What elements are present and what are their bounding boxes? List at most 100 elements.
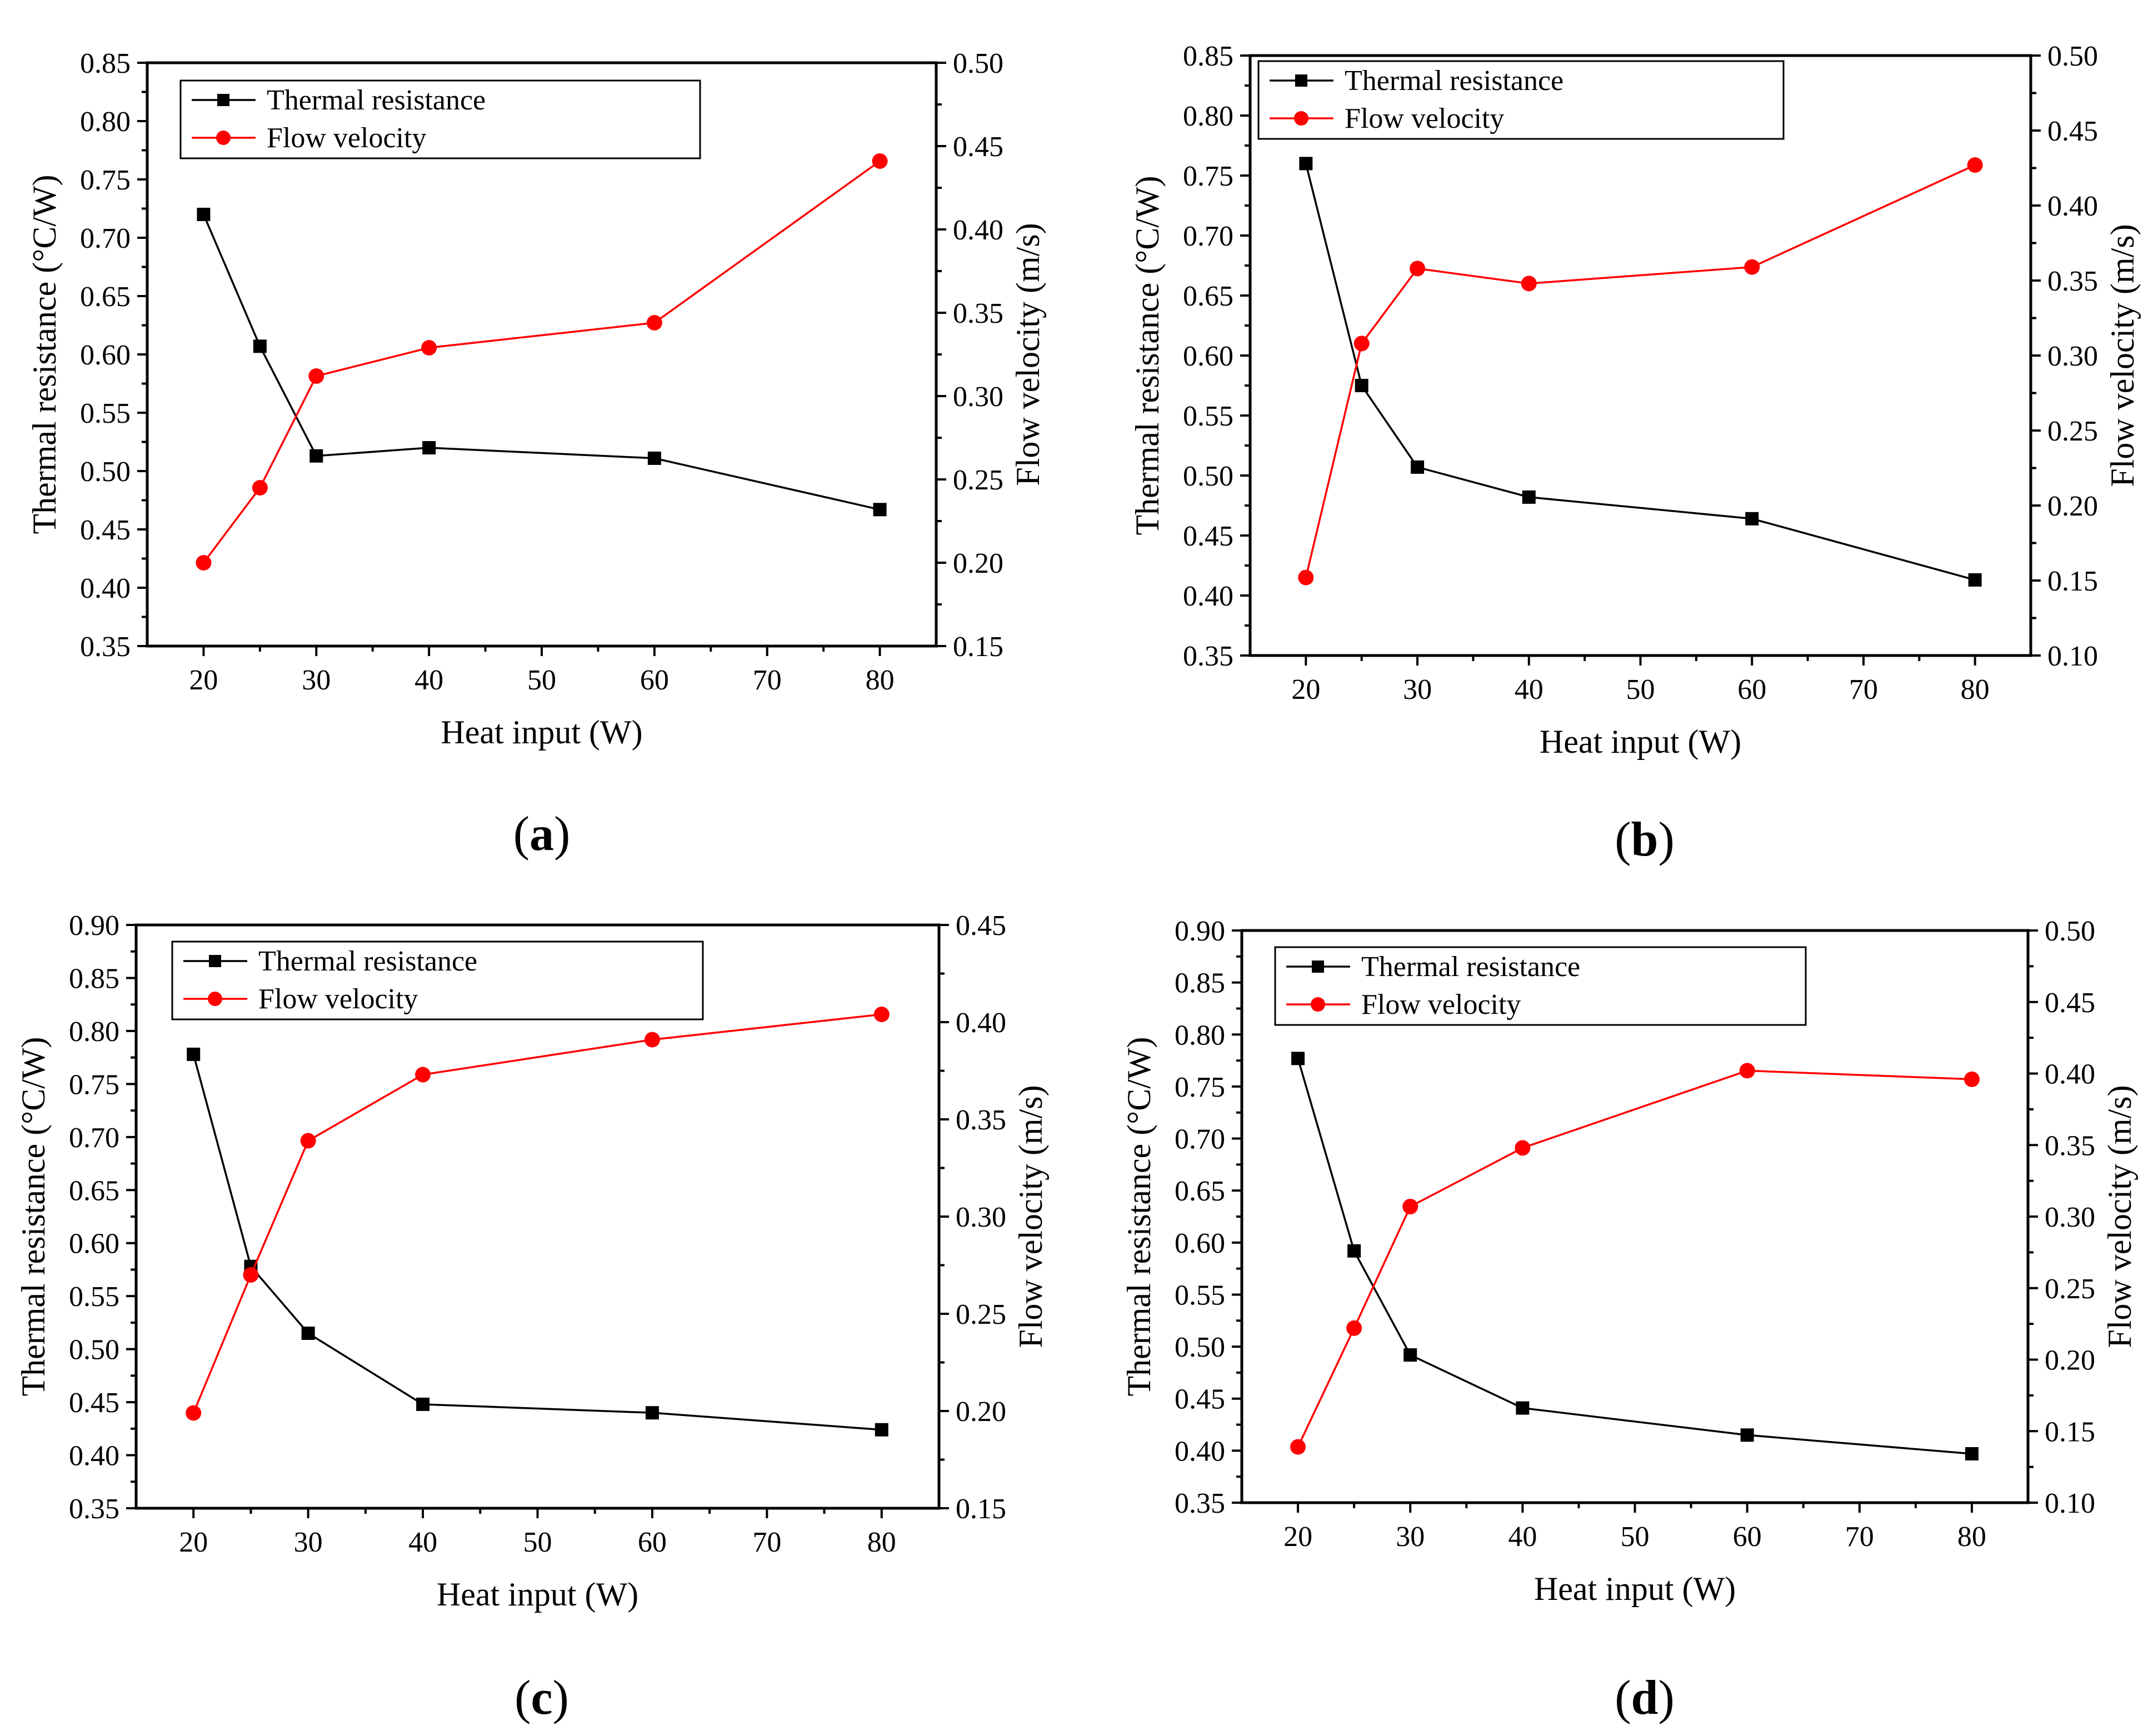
y-right-axis-title: Flow velocity (m/s) [2101,1085,2138,1348]
legend: Thermal resistance Flow velocity [179,79,701,159]
y-right-tick-label: 0.45 [953,131,1003,163]
legend-label-flow-velocity: Flow velocity [258,983,418,1015]
y-left-tick-label: 0.45 [1175,1384,1225,1415]
data-point-flow-velocity [1515,1140,1531,1156]
x-tick-label: 30 [302,664,331,696]
data-point-thermal-resistance [1516,1401,1530,1415]
data-point-thermal-resistance [645,1406,659,1420]
x-tick-label: 70 [1849,674,1878,706]
y-left-tick-label: 0.60 [1183,341,1233,372]
chart-panel-d: 20 30 40 50 60 70 80 0.35 0.40 0.45 0.50 0.55 0.60 0.… [1121,915,2138,1725]
y-left-tick-label: 0.50 [1183,461,1233,492]
y-right-tick-label: 0.35 [953,298,1003,329]
y-right-tick-label: 0.10 [2045,1488,2095,1519]
legend: Thermal resistance Flow velocity [1257,60,1785,140]
legend-box [1257,60,1785,140]
x-tick-label: 80 [866,664,895,696]
x-tick-label: 30 [1403,674,1432,706]
data-point-flow-velocity [196,555,212,571]
y-left-tick-label: 0.80 [80,106,131,138]
y-right-tick-label: 0.10 [2047,641,2098,672]
y-left-tick-label: 0.80 [1183,101,1233,132]
legend: Thermal resistance Flow velocity [171,940,704,1020]
x-tick-label: 40 [414,664,443,696]
chart-panel-b: 20 30 40 50 60 70 80 0.35 0.40 0.45 0.50 0.55 0.60 0.… [1129,41,2141,867]
data-point-flow-velocity [1353,336,1370,352]
data-point-thermal-resistance [873,503,887,517]
y-left-tick-label: 0.70 [69,1122,119,1154]
series-line-flow-velocity [1297,1069,1972,1448]
y-left-tick-label: 0.70 [1175,1124,1225,1155]
y-right-tick-label: 0.15 [956,1493,1006,1525]
x-tick-label: 70 [1845,1521,1874,1553]
x-tick-label: 20 [189,664,218,696]
data-point-thermal-resistance [301,1327,315,1340]
y-left-axis-title: Thermal resistance (°C/W) [1121,1037,1157,1396]
data-point-flow-velocity [1744,259,1760,275]
y-left-tick-label: 0.60 [69,1228,119,1260]
data-point-thermal-resistance [1403,1348,1417,1362]
x-tick-label: 80 [1961,674,1990,706]
y-left-tick-label: 0.45 [1183,521,1233,552]
y-right-tick-label: 0.40 [953,214,1003,246]
y-left-tick-label: 0.70 [1183,221,1233,252]
x-tick-label: 30 [1396,1521,1425,1553]
data-point-thermal-resistance [1299,157,1313,171]
y-right-tick-label: 0.30 [956,1202,1006,1233]
legend-marker-thermal-resistance [217,94,229,106]
data-point-flow-velocity [1410,261,1426,277]
data-point-flow-velocity [872,153,888,169]
y-right-tick-label: 0.25 [2047,416,2098,447]
legend-marker-thermal-resistance [1312,960,1324,973]
y-right-tick-label: 0.25 [2045,1273,2095,1305]
legend-box [179,79,701,159]
y-left-tick-label: 0.40 [80,573,131,604]
y-right-axis-title: Flow velocity (m/s) [2104,224,2141,487]
data-point-flow-velocity [186,1405,202,1421]
y-left-tick-label: 0.40 [69,1440,119,1472]
legend-label-thermal-resistance: Thermal resistance [267,84,486,116]
y-right-axis-title: Flow velocity (m/s) [1012,1085,1049,1348]
data-point-flow-velocity [1964,1071,1980,1087]
x-tick-label: 60 [640,664,669,696]
y-right-tick-label: 0.40 [956,1007,1006,1039]
chart-panel-c: 20 30 40 50 60 70 80 0.35 0.40 0.45 0.50 0.55 0.60 0.… [15,910,1049,1725]
y-left-tick-label: 0.85 [1175,968,1225,999]
x-tick-label: 20 [1283,1521,1312,1553]
series-line-flow-velocity [203,160,881,564]
y-left-tick-label: 0.90 [69,910,119,942]
legend-marker-flow-velocity [216,131,231,145]
series-line-thermal-resistance [1305,163,1976,581]
x-tick-label: 70 [752,1527,781,1558]
y-left-tick-label: 0.35 [80,631,131,663]
y-left-tick-label: 0.65 [69,1175,119,1207]
data-point-thermal-resistance [422,441,436,454]
x-axis-title: Heat input (W) [1534,1570,1736,1607]
y-right-tick-label: 0.20 [953,548,1003,579]
x-axis-title: Heat input (W) [441,714,642,751]
data-point-thermal-resistance [875,1423,888,1437]
y-left-tick-label: 0.80 [69,1016,119,1048]
y-right-tick-label: 0.20 [2047,491,2098,522]
data-point-thermal-resistance [253,339,267,353]
legend-marker-flow-velocity [1294,111,1308,126]
y-right-axis-title: Flow velocity (m/s) [1010,223,1046,486]
y-right-tick-label: 0.35 [2047,266,2098,297]
y-left-tick-label: 0.75 [80,164,131,196]
x-tick-label: 80 [1957,1521,1986,1553]
data-point-flow-velocity [308,368,324,384]
y-left-tick-label: 0.85 [69,963,119,994]
y-left-tick-label: 0.55 [1183,401,1233,432]
y-left-tick-label: 0.60 [80,339,131,371]
data-point-flow-velocity [646,315,662,331]
x-tick-label: 60 [1733,1521,1762,1553]
x-axis-title: Heat input (W) [437,1576,638,1613]
y-left-tick-label: 0.35 [1175,1488,1225,1519]
y-left-tick-label: 0.65 [1183,281,1233,312]
y-left-tick-label: 0.70 [80,223,131,254]
legend-label-thermal-resistance: Thermal resistance [1345,65,1563,97]
panel-label: (b) [1615,813,1675,867]
y-right-tick-label: 0.50 [2045,915,2095,947]
data-point-thermal-resistance [187,1047,201,1061]
data-point-flow-velocity [1290,1439,1306,1455]
